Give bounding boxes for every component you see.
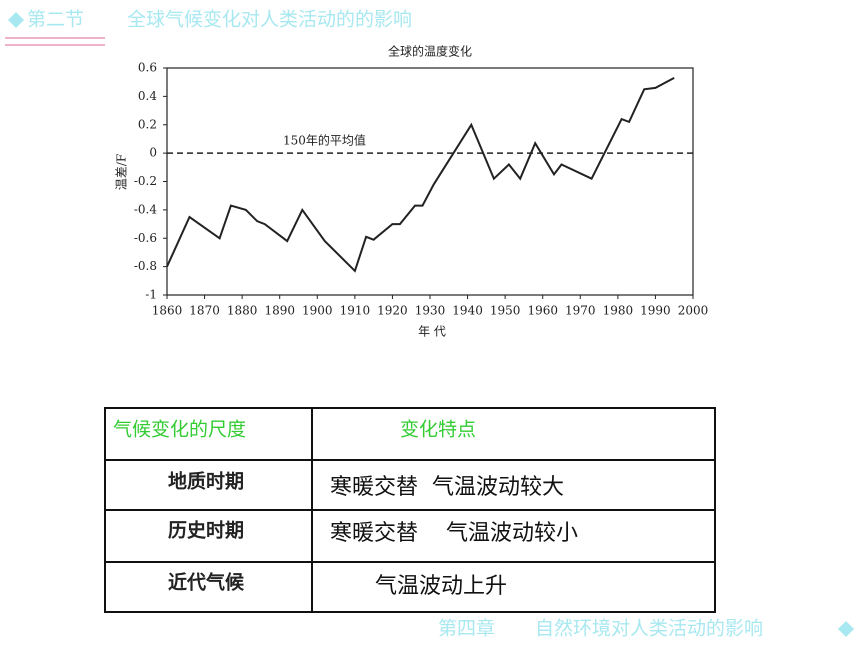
row-label: 历史时期 — [168, 520, 244, 542]
bullet — [838, 621, 854, 637]
x-axis-label: 年 代 — [418, 325, 446, 339]
y-tick-label: -0.8 — [134, 259, 157, 273]
x-tick-label: 1990 — [640, 304, 671, 318]
footer-title: 自然环境对人类活动的影响 — [535, 618, 763, 640]
table-header: 气候变化的尺度 — [113, 419, 246, 441]
x-tick-label: 1860 — [152, 304, 183, 318]
plot-frame — [166, 67, 694, 296]
x-tick-label: 1890 — [264, 304, 295, 318]
y-tick-label: -0.6 — [134, 231, 157, 245]
x-tick-label: 1910 — [340, 304, 371, 318]
y-tick-label: 0.6 — [138, 61, 157, 75]
x-tick-label: 1880 — [227, 304, 258, 318]
chart-title: 全球的温度变化 — [388, 44, 472, 59]
x-tick-label: 1930 — [415, 304, 446, 318]
y-axis-label: 温差/F — [115, 154, 129, 190]
y-tick-label: 0 — [149, 146, 157, 160]
y-tick-label: -0.2 — [134, 174, 157, 188]
cell: 寒暖交替 气温波动较小 — [330, 521, 578, 546]
section-label: 第二节 — [27, 9, 84, 31]
chart: 全球的温度变化 温差/F 年 代 -1 -0.8 -0.6 -0.4 -0.2 0 0.2 0… — [115, 44, 709, 339]
slide-title: 全球气候变化对人类活动的的影响 — [127, 9, 412, 31]
x-tick-label: 1870 — [189, 304, 220, 318]
cell: 气温波动上升 — [375, 574, 507, 599]
data-line — [166, 77, 675, 273]
row-label: 地质时期 — [168, 470, 244, 493]
bullet — [8, 12, 24, 28]
y-tick-label: -1 — [145, 288, 157, 302]
annotation: 150年的平均值 — [283, 133, 366, 148]
chapter-label: 第四章 — [438, 618, 495, 640]
y-tick-label: -0.4 — [134, 202, 158, 216]
cell: 寒暖交替 气温波动较大 — [330, 475, 564, 500]
x-tick-label: 1920 — [377, 304, 408, 318]
y-tick-label: 0.2 — [138, 117, 157, 131]
x-tick-label: 1970 — [565, 304, 596, 318]
x-tick-label: 1940 — [452, 304, 483, 318]
x-tick-label: 1980 — [603, 304, 634, 318]
x-tick-label: 1960 — [527, 304, 558, 318]
row-label: 近代气候 — [168, 571, 245, 594]
x-tick-label: 2000 — [678, 304, 709, 318]
y-tick-label: 0.4 — [138, 89, 157, 103]
x-tick-label: 1900 — [302, 304, 333, 318]
x-tick-label: 1950 — [490, 304, 521, 318]
table-header: 变化特点 — [400, 419, 476, 441]
table — [104, 407, 716, 613]
